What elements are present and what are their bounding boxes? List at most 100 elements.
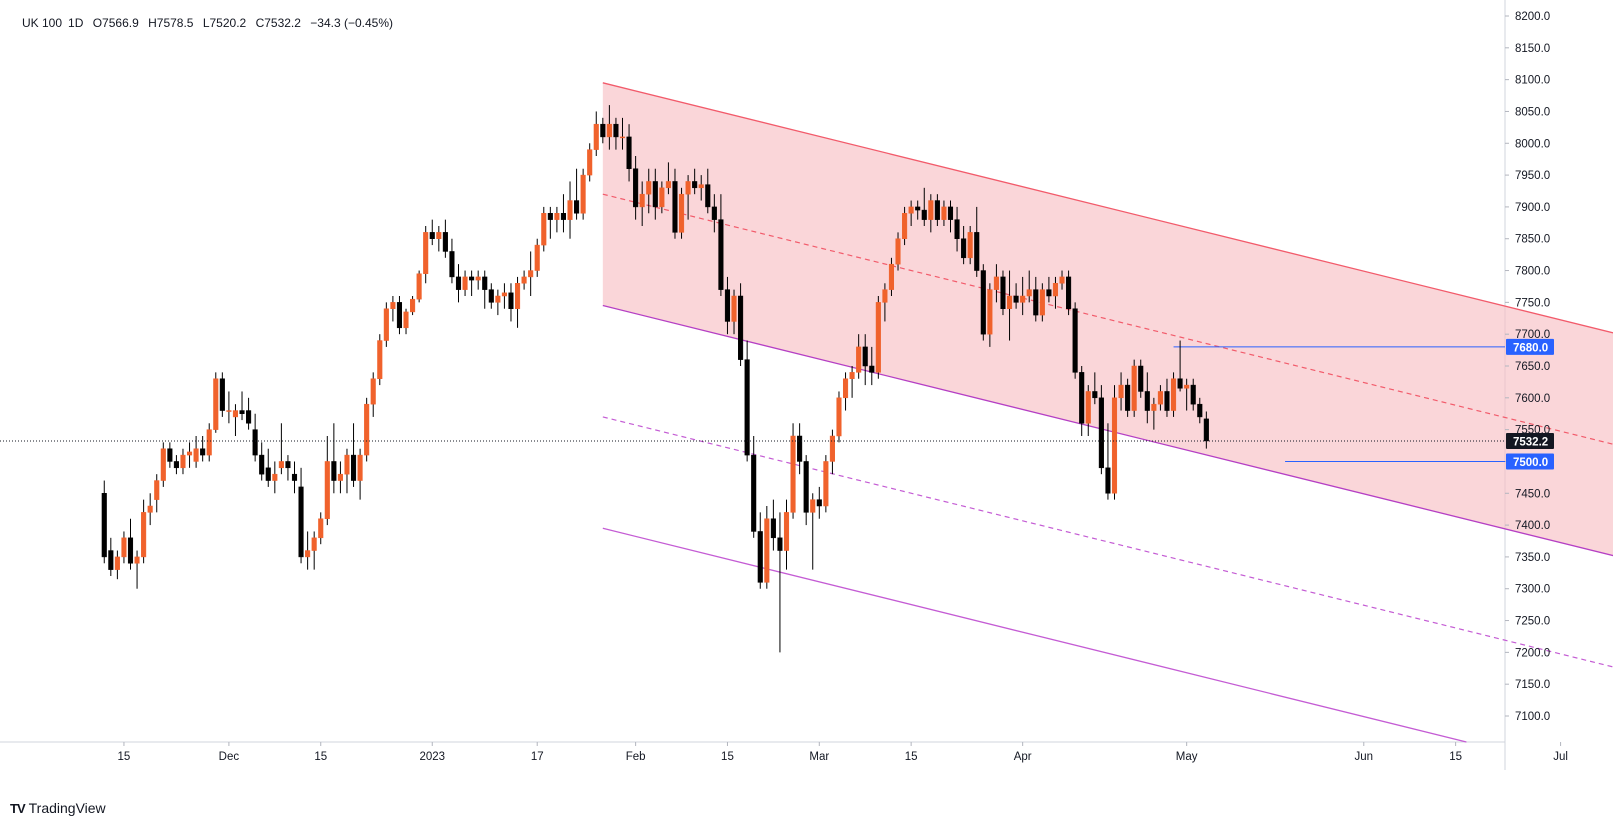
candle[interactable] <box>1000 270 1006 316</box>
candle[interactable] <box>731 289 737 335</box>
candle[interactable] <box>947 200 954 233</box>
candle[interactable] <box>1197 397 1203 424</box>
candle[interactable] <box>961 226 967 265</box>
candle[interactable] <box>101 480 107 564</box>
candle[interactable] <box>993 264 999 303</box>
candle[interactable] <box>141 499 147 564</box>
candle[interactable] <box>934 194 940 226</box>
candle[interactable] <box>744 340 750 462</box>
candle[interactable] <box>770 499 776 551</box>
candle[interactable] <box>974 206 980 277</box>
candle[interactable] <box>534 238 540 277</box>
candle[interactable] <box>1092 372 1098 405</box>
candle[interactable] <box>469 270 475 296</box>
candle[interactable] <box>475 270 481 290</box>
candle[interactable] <box>1033 276 1039 322</box>
candle[interactable] <box>396 296 403 335</box>
candle[interactable] <box>521 270 527 290</box>
candle[interactable] <box>613 117 619 150</box>
candle[interactable] <box>147 493 153 526</box>
candle[interactable] <box>888 257 895 296</box>
candle[interactable] <box>987 283 993 347</box>
channel-mid-line[interactable] <box>602 193 1613 447</box>
candle[interactable] <box>449 238 455 284</box>
price-badge-last[interactable]: 7532.2 <box>1506 432 1554 449</box>
candle[interactable] <box>941 200 947 226</box>
candle[interactable] <box>1144 372 1150 424</box>
price-axis[interactable]: 8200.0 8150.0 8100.0 8050.0 8000.0 7950.0 7900… <box>1505 11 1554 723</box>
candle[interactable] <box>1013 283 1019 309</box>
candle[interactable] <box>305 531 311 570</box>
candle[interactable] <box>810 493 816 570</box>
candle[interactable] <box>180 448 186 475</box>
legend-symbol[interactable]: UK 100 <box>22 16 63 30</box>
candle[interactable] <box>232 404 239 436</box>
candle[interactable] <box>337 461 343 494</box>
candle[interactable] <box>764 506 770 589</box>
candle[interactable] <box>842 372 849 411</box>
candle[interactable] <box>908 200 914 226</box>
candle[interactable] <box>462 270 468 296</box>
candle[interactable] <box>554 206 560 233</box>
candle[interactable] <box>1190 378 1196 411</box>
candle[interactable] <box>1066 270 1072 316</box>
price-badge-hline[interactable]: 7680.0 <box>1506 338 1554 355</box>
candle[interactable] <box>1098 385 1104 475</box>
candle[interactable] <box>1151 397 1157 430</box>
legend-interval[interactable]: 1D <box>68 16 84 30</box>
candle[interactable] <box>882 283 888 322</box>
horizontal-lines[interactable] <box>1173 346 1505 462</box>
candle[interactable] <box>1138 359 1144 398</box>
candle[interactable] <box>482 270 488 309</box>
price-badge-hline[interactable]: 7500.0 <box>1506 453 1554 470</box>
candle[interactable] <box>265 448 271 487</box>
candle[interactable] <box>495 289 501 316</box>
candle[interactable] <box>705 168 711 214</box>
candle[interactable] <box>357 448 363 500</box>
candle[interactable] <box>508 283 514 322</box>
candle[interactable] <box>711 194 717 233</box>
candle[interactable] <box>226 391 232 424</box>
candle[interactable] <box>488 283 494 309</box>
candle[interactable] <box>619 117 626 150</box>
candle[interactable] <box>980 264 986 341</box>
candle[interactable] <box>1184 378 1190 411</box>
candle[interactable] <box>685 175 691 220</box>
candle[interactable] <box>954 206 960 252</box>
candle[interactable] <box>567 181 573 239</box>
candle[interactable] <box>560 194 567 233</box>
candle[interactable] <box>1072 302 1078 379</box>
candle[interactable] <box>1006 270 1013 341</box>
candle[interactable] <box>272 461 278 494</box>
candles[interactable] <box>101 105 1209 653</box>
candle[interactable] <box>580 168 586 220</box>
candle[interactable] <box>390 296 396 322</box>
candle[interactable] <box>574 168 580 220</box>
candle[interactable] <box>410 296 416 316</box>
candle[interactable] <box>1059 270 1065 290</box>
candle[interactable] <box>797 423 803 475</box>
candle[interactable] <box>186 442 193 468</box>
candle[interactable] <box>639 181 645 226</box>
candle[interactable] <box>606 105 612 150</box>
candle[interactable] <box>915 200 921 220</box>
regression-channel[interactable] <box>602 82 1613 743</box>
candle[interactable] <box>1020 276 1026 316</box>
candle[interactable] <box>364 397 370 462</box>
candle[interactable] <box>1170 372 1177 417</box>
candle[interactable] <box>672 168 678 239</box>
candle[interactable] <box>383 302 389 347</box>
candle[interactable] <box>403 308 409 335</box>
candle[interactable] <box>593 111 599 156</box>
channel-lower-dashed-line[interactable] <box>602 416 1613 670</box>
candle[interactable] <box>370 372 376 417</box>
candle[interactable] <box>698 175 704 201</box>
candle[interactable] <box>173 455 179 475</box>
candle[interactable] <box>318 512 324 545</box>
candle[interactable] <box>200 436 206 462</box>
candle[interactable] <box>829 429 835 475</box>
candle[interactable] <box>429 219 435 246</box>
candle[interactable] <box>114 550 120 580</box>
channel-outer-lower-line[interactable] <box>602 527 1467 743</box>
